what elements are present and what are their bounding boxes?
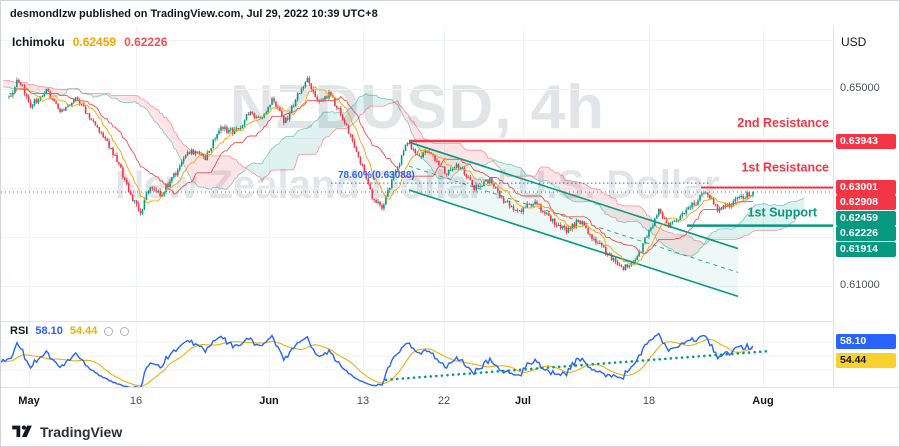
level-label-2: 1st Support <box>748 206 818 220</box>
time-axis-label: Jun <box>259 395 279 407</box>
ichimoku-cloud <box>3 80 804 257</box>
time-axis-label: 22 <box>437 395 451 407</box>
main-price-pane: NZDUSD, 4h New Zealand Dollar / U.S. Dol… <box>1 26 834 321</box>
price-badge: 0.62226 <box>836 226 896 242</box>
grid-layer <box>1 26 834 321</box>
rsi-line <box>1 332 754 387</box>
rsi-pane: RSI 58.10 54.44 <box>1 321 834 387</box>
time-axis[interactable]: May 16 Jun 13 22 Jul 18 Aug <box>1 387 899 415</box>
price-axis[interactable]: USD 0.65000 0.61000 0.63943 0.63001 0.62908 0… <box>833 26 899 387</box>
ichimoku-span-a <box>3 86 805 257</box>
axis-currency-label: USD <box>841 35 867 49</box>
kijun-sen-line <box>9 88 753 255</box>
time-axis-label: 18 <box>642 395 656 407</box>
price-badge: 0.61914 <box>836 241 896 257</box>
time-axis-label: 16 <box>129 395 143 407</box>
price-badge: 0.63001 <box>836 179 896 195</box>
rsi-ma-value: 54.44 <box>69 325 98 337</box>
hollow-circle-icon <box>104 326 114 336</box>
time-axis-label: 13 <box>356 395 370 407</box>
price-axis-label: 0.65000 <box>840 82 880 94</box>
time-axis-label: May <box>18 395 40 407</box>
tenkan-value: 0.62459 <box>72 35 117 49</box>
price-badge: 0.63943 <box>836 133 896 149</box>
price-badge: 0.62908 <box>836 195 896 211</box>
rsi-ma-value-badge: 54.44 <box>836 352 896 368</box>
hollow-circle-icon <box>120 326 130 336</box>
attribution-bar: desmondlzw published on TradingView.com,… <box>1 1 899 26</box>
indicator-name: Ichimoku <box>12 35 65 49</box>
tradingview-logo-icon[interactable] <box>11 423 33 440</box>
time-axis-label: Aug <box>752 395 774 407</box>
rsi-value: 58.10 <box>35 325 63 337</box>
kijun-value: 0.62226 <box>124 35 168 49</box>
rsi-trendline[interactable] <box>384 349 771 382</box>
rsi-legend: RSI 58.10 54.44 <box>10 325 130 337</box>
rsi-value-badge: 58.10 <box>836 333 896 349</box>
chart-area: NZDUSD, 4h New Zealand Dollar / U.S. Dol… <box>1 26 899 415</box>
price-chart-canvas[interactable]: 78.60%(0.63088) 2nd Resistance 1st Resista… <box>1 26 834 321</box>
time-axis-label: Jul <box>515 395 531 407</box>
rsi-ma-line <box>1 338 754 387</box>
level-label-1: 1st Resistance <box>741 160 829 174</box>
rsi-chart-canvas[interactable] <box>1 322 834 387</box>
price-badge: 0.62459 <box>836 210 896 226</box>
tenkan-sen-line <box>8 85 754 266</box>
level-label-0: 2nd Resistance <box>737 116 829 130</box>
rsi-indicator-name: RSI <box>10 325 29 337</box>
attribution-text: desmondlzw published on TradingView.com,… <box>10 7 378 20</box>
price-axis-label: 0.61000 <box>840 279 880 291</box>
rsi-grid-layer <box>1 322 834 387</box>
footer: TradingView <box>1 415 899 446</box>
ichimoku-legend: Ichimoku 0.62459 0.62226 <box>12 35 167 49</box>
fib-level-label: 78.60%(0.63088) <box>338 170 415 181</box>
tradingview-logo-text[interactable]: TradingView <box>40 423 123 440</box>
ichimoku-span-b <box>3 80 805 245</box>
